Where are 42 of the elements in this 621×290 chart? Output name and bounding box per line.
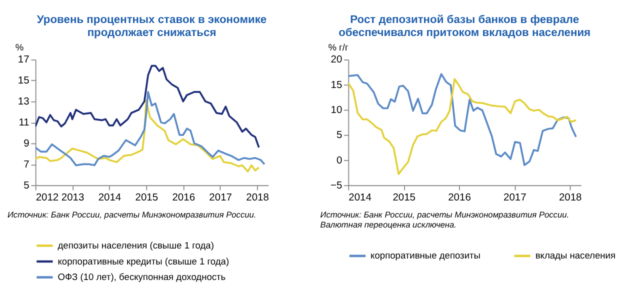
text: Валютная переоценка исключена. [320, 220, 457, 230]
x-tick-label: 2012 [36, 192, 59, 204]
x-tick-label: 2014 [98, 192, 122, 204]
y-tick-label: 11 [18, 118, 30, 129]
x-tick-label: 2016 [448, 192, 472, 204]
x-tick-label: 2015 [135, 192, 158, 204]
y-tick-label: 5 [24, 180, 30, 192]
legend-label: ОФЗ (10 лет), бескупонная доходность [58, 272, 226, 282]
x-tick-label: 2016 [172, 192, 196, 204]
y-tick-label: 13 [18, 96, 30, 108]
text: Рост депозитной базы банков в феврале [350, 14, 580, 26]
x-tick-label: 2014 [348, 192, 372, 204]
text: обеспечивался притоком вкладов населения [338, 27, 591, 40]
y-tick-label: 10 [330, 105, 342, 116]
legend-label: корпоративные депозиты [370, 250, 481, 261]
line-series [35, 91, 266, 166]
x-tick-label: 2013 [61, 192, 84, 204]
y-tick-label: 20 [330, 54, 342, 66]
y-tick-label: 15 [330, 80, 342, 91]
y-tick-label: 15 [18, 76, 30, 87]
x-tick-label: 2017 [504, 192, 527, 204]
x-tick-label: 2018 [246, 192, 270, 204]
y-axis-title: % г/г [328, 42, 350, 53]
line-series [35, 99, 260, 172]
y-tick-label: 9 [24, 138, 30, 150]
y-tick-label: 7 [24, 159, 30, 170]
legend-label: корпоративные кредиты (свыше 1 года) [58, 256, 230, 266]
y-axis-title: % [15, 42, 24, 53]
y-tick-label: 5 [336, 130, 342, 142]
y-tick-label: 0 [336, 155, 342, 166]
line-series [35, 64, 260, 148]
legend-label: депозиты населения (свыше 1 года) [58, 240, 214, 250]
y-tick-label: −5 [330, 180, 342, 192]
text: Источник: Банк России, расчеты Минэкономразвития России. [7, 209, 256, 220]
legend-label: вклады населения [535, 250, 616, 261]
y-tick-label: 17 [18, 54, 30, 66]
x-tick-label: 2015 [392, 192, 416, 204]
text: продолжает снижаться [87, 27, 216, 40]
x-tick-label: 2017 [209, 192, 232, 204]
text: Источник: Банк России, расчеты Минэкономразвития России. [320, 209, 570, 220]
x-tick-label: 2018 [558, 192, 582, 204]
text: Уровень процентных ставок в экономике [36, 14, 267, 26]
